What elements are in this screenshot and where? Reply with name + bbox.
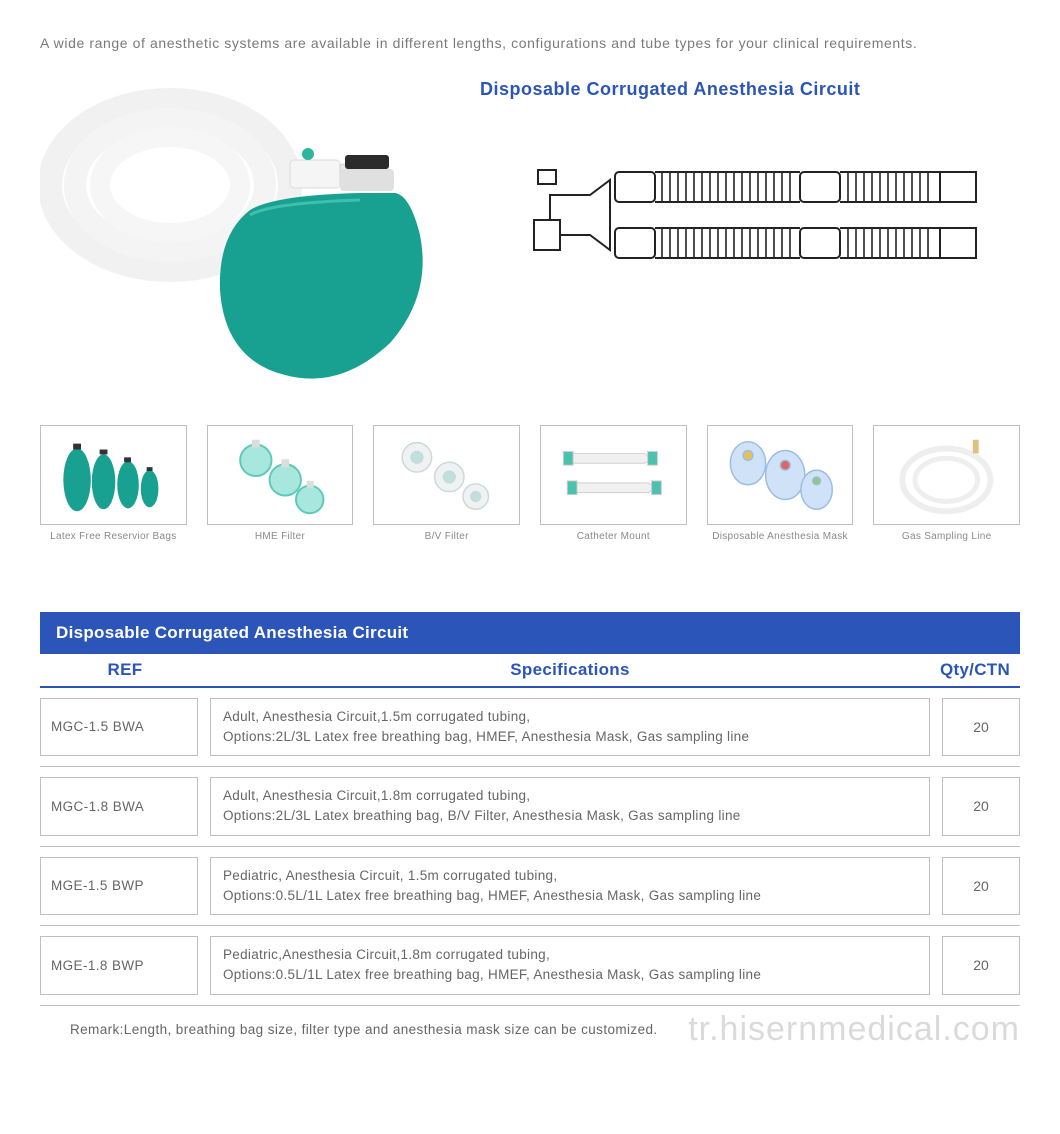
spec-line-2: Options:0.5L/1L Latex free breathing bag… (223, 967, 761, 982)
thumb-reservoir-bags: Latex Free Reservior Bags (40, 425, 187, 542)
thumb-label: Gas Sampling Line (902, 531, 992, 542)
thumb-label: B/V Filter (425, 531, 469, 542)
cell-spec: Pediatric, Anesthesia Circuit, 1.5m corr… (210, 857, 930, 916)
spec-line-2: Options:2L/3L Latex free breathing bag, … (223, 729, 749, 744)
thumb-gas-sampling-line: Gas Sampling Line (873, 425, 1020, 542)
spec-line-2: Options:2L/3L Latex breathing bag, B/V F… (223, 808, 741, 823)
spec-line-1: Pediatric, Anesthesia Circuit, 1.5m corr… (223, 868, 557, 883)
thumb-bv-filter: B/V Filter (373, 425, 520, 542)
circuit-diagram (480, 160, 1020, 270)
thumb-label: Catheter Mount (577, 531, 650, 542)
hero-product-image (40, 75, 440, 385)
thumb-anesthesia-mask: Disposable Anesthesia Mask (707, 425, 854, 542)
thumb-image (207, 425, 354, 525)
col-header-qty: Qty/CTN (930, 660, 1020, 680)
thumb-image (707, 425, 854, 525)
thumb-image (873, 425, 1020, 525)
intro-text: A wide range of anesthetic systems are a… (40, 30, 1020, 57)
cell-spec: Pediatric,Anesthesia Circuit,1.8m corrug… (210, 936, 930, 995)
table-row: MGC-1.8 BWA Adult, Anesthesia Circuit,1.… (40, 767, 1020, 847)
cell-qty: 20 (942, 698, 1020, 757)
thumb-label: Latex Free Reservior Bags (50, 531, 176, 542)
cell-ref: MGC-1.5 BWA (40, 698, 198, 757)
table-row: MGE-1.8 BWP Pediatric,Anesthesia Circuit… (40, 926, 1020, 1006)
thumb-catheter-mount: Catheter Mount (540, 425, 687, 542)
thumb-image (373, 425, 520, 525)
thumb-label: Disposable Anesthesia Mask (712, 531, 848, 542)
cell-spec: Adult, Anesthesia Circuit,1.8m corrugate… (210, 777, 930, 836)
table-row: MGE-1.5 BWP Pediatric, Anesthesia Circui… (40, 847, 1020, 927)
col-header-spec: Specifications (210, 660, 930, 680)
cell-spec: Adult, Anesthesia Circuit,1.5m corrugate… (210, 698, 930, 757)
hero-title: Disposable Corrugated Anesthesia Circuit (480, 79, 1020, 100)
cell-ref: MGC-1.8 BWA (40, 777, 198, 836)
col-header-ref: REF (40, 660, 210, 680)
spec-table-section: Disposable Corrugated Anesthesia Circuit… (40, 612, 1020, 1037)
table-remark: Remark:Length, breathing bag size, filte… (40, 1022, 1020, 1037)
thumb-image (540, 425, 687, 525)
cell-qty: 20 (942, 777, 1020, 836)
thumbnail-row: Latex Free Reservior Bags HME Filter (40, 425, 1020, 542)
spec-line-1: Adult, Anesthesia Circuit,1.5m corrugate… (223, 709, 530, 724)
table-body: MGC-1.5 BWA Adult, Anesthesia Circuit,1.… (40, 688, 1020, 1006)
thumb-image (40, 425, 187, 525)
thumb-hme-filter: HME Filter (207, 425, 354, 542)
thumb-label: HME Filter (255, 531, 305, 542)
spec-line-2: Options:0.5L/1L Latex free breathing bag… (223, 888, 761, 903)
cell-ref: MGE-1.8 BWP (40, 936, 198, 995)
hero-section: Disposable Corrugated Anesthesia Circuit (40, 75, 1020, 385)
spec-line-1: Pediatric,Anesthesia Circuit,1.8m corrug… (223, 947, 550, 962)
cell-qty: 20 (942, 857, 1020, 916)
cell-qty: 20 (942, 936, 1020, 995)
spec-line-1: Adult, Anesthesia Circuit,1.8m corrugate… (223, 788, 530, 803)
table-title: Disposable Corrugated Anesthesia Circuit (40, 612, 1020, 654)
table-row: MGC-1.5 BWA Adult, Anesthesia Circuit,1.… (40, 688, 1020, 768)
cell-ref: MGE-1.5 BWP (40, 857, 198, 916)
table-column-headers: REF Specifications Qty/CTN (40, 660, 1020, 688)
